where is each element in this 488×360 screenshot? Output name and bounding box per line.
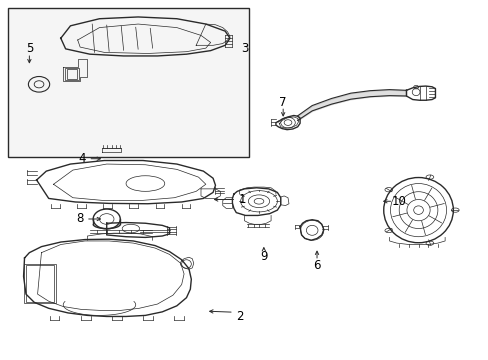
Bar bbox=[8, 8, 249, 157]
Text: 1: 1 bbox=[238, 193, 245, 206]
Text: 7: 7 bbox=[279, 95, 286, 108]
Text: 8: 8 bbox=[76, 212, 83, 225]
Text: 5: 5 bbox=[26, 42, 33, 55]
Text: 3: 3 bbox=[240, 42, 248, 55]
Bar bbox=[64, 68, 79, 80]
Bar bbox=[23, 264, 56, 303]
Text: 9: 9 bbox=[260, 250, 267, 263]
Bar bbox=[26, 265, 54, 302]
Text: 4: 4 bbox=[79, 152, 86, 165]
Text: 10: 10 bbox=[391, 195, 406, 208]
Text: 2: 2 bbox=[235, 310, 243, 323]
Text: 6: 6 bbox=[313, 258, 320, 271]
Bar bbox=[66, 69, 77, 79]
